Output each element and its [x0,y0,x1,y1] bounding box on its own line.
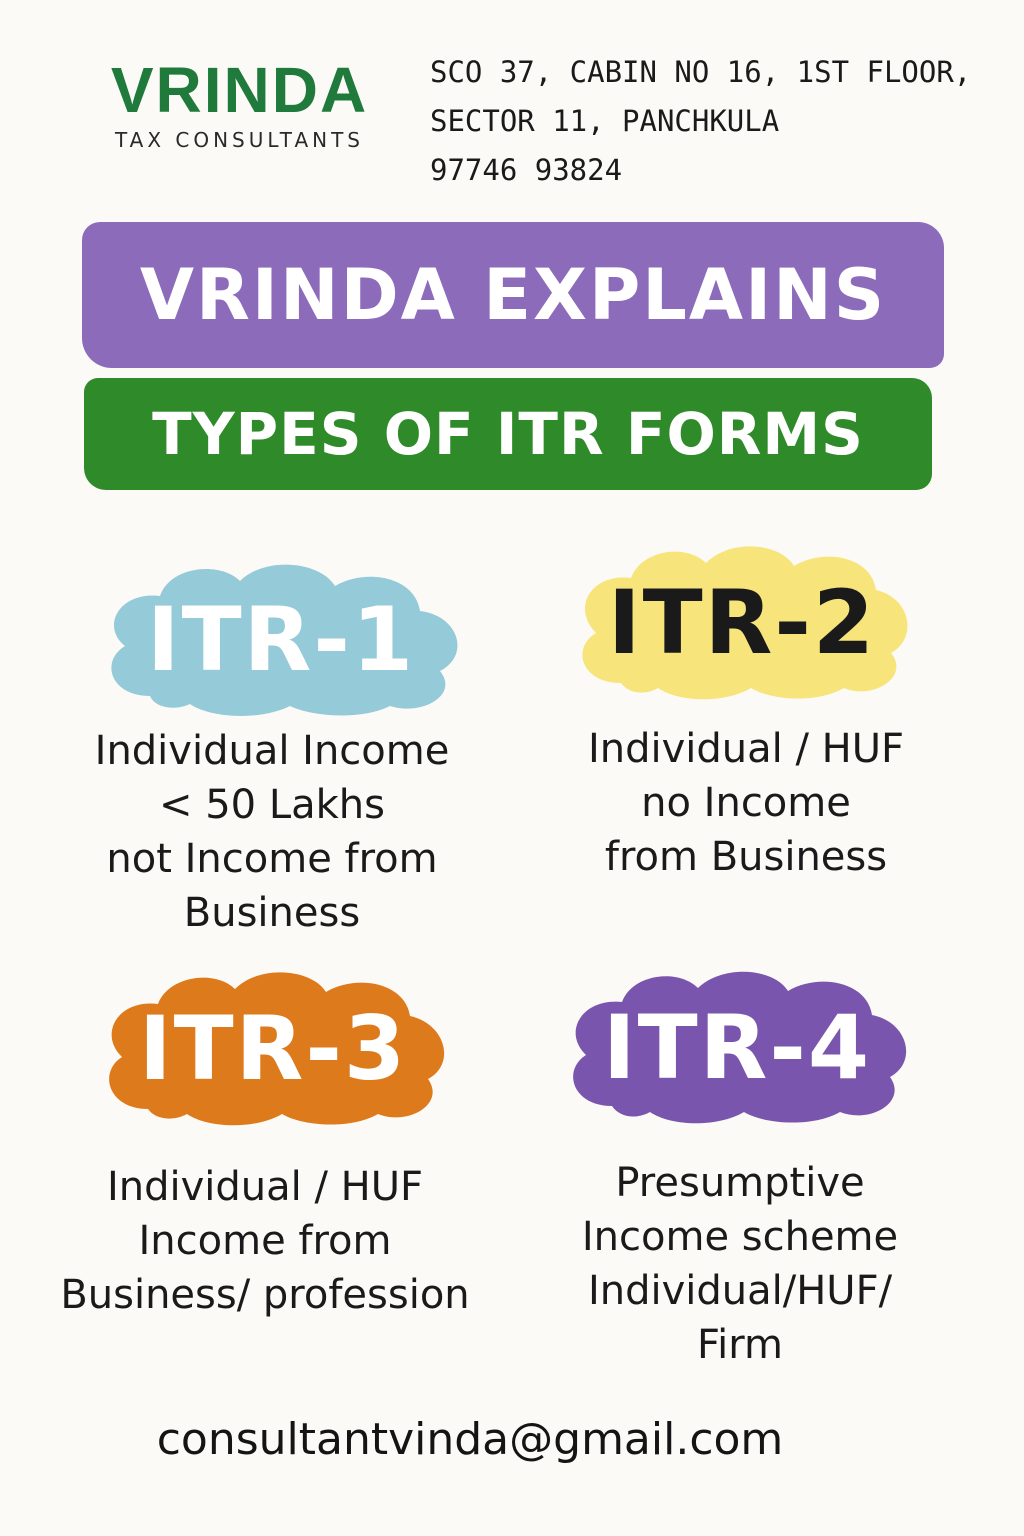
subtitle-banner-text: TYPES OF ITR FORMS [152,400,864,468]
title-banner-text: VRINDA EXPLAINS [139,254,887,336]
itr-3-label: ITR-3 [138,996,408,1100]
cloud-shape-icon [111,564,458,716]
description-line: Individual Income [94,728,450,774]
description-line: Income from [138,1218,392,1264]
contact-email: consultantvinda@gmail.com [156,1414,784,1465]
subtitle-banner: TYPES OF ITR FORMS [84,378,932,490]
phone-number: 97746 93824 [430,153,623,187]
title-banner: VRINDA EXPLAINS [82,222,944,368]
cloud-shape-icon [109,972,445,1126]
itr-3-cloud: ITR-3 [90,964,456,1132]
logo-name: VRINDA [110,54,369,126]
description-line: Individual/HUF/ [587,1268,893,1314]
description-line: < 50 Lakhs [159,782,385,828]
logo-subtitle: TAX CONSULTANTS [114,128,364,152]
itr-4-cloud: ITR-4 [556,964,918,1130]
cloud-shape-icon [582,546,908,700]
address-line-1: SCO 37, CABIN NO 16, 1ST FLOOR, [430,55,972,89]
description-line: from Business [604,834,888,880]
description-line: Business/ profession [60,1272,470,1318]
itr-3-description: Individual / HUF Income from Business/ p… [40,1160,490,1322]
itr-2-cloud: ITR-2 [566,538,918,706]
description-line: Firm [697,1322,783,1368]
itr-2-label: ITR-2 [607,570,877,674]
itr-4-label: ITR-4 [602,995,872,1099]
brand-logo: VRINDA TAX CONSULTANTS [82,58,397,152]
description-line: Individual / HUF [587,726,905,772]
description-line: Business [183,890,361,936]
itr-1-label: ITR-1 [146,587,416,691]
description-line: not Income from [106,836,438,882]
contact-address: SCO 37, CABIN NO 16, 1ST FLOOR, SECTOR 1… [430,48,990,195]
itr-1-cloud: ITR-1 [90,556,472,722]
itr-4-description: Presumptive Income scheme Individual/HUF… [530,1156,950,1372]
cloud-shape-icon [573,971,907,1124]
itr-2-description: Individual / HUF no Income from Business [546,722,946,884]
description-line: Presumptive [615,1160,865,1206]
address-line-2: SECTOR 11, PANCHKULA [430,104,780,138]
description-line: Income scheme [581,1214,899,1260]
itr-1-description: Individual Income < 50 Lakhs not Income … [60,724,484,940]
description-line: no Income [641,780,851,826]
description-line: Individual / HUF [106,1164,424,1210]
